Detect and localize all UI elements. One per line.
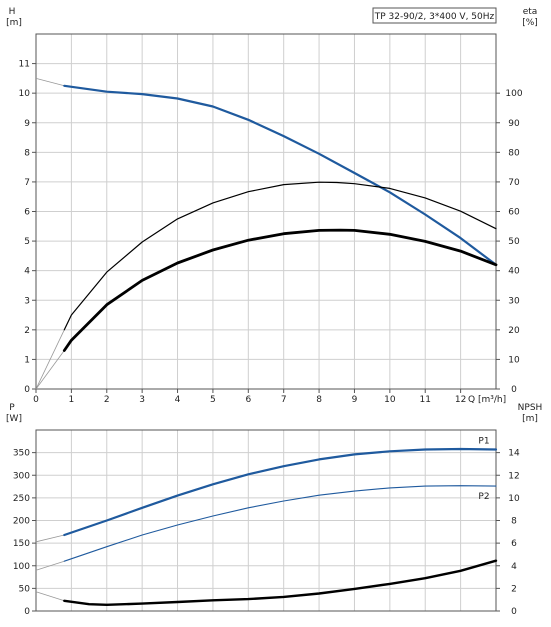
x-tick-label: 3 [139, 395, 145, 405]
x-axis-label: Q [m³/h] [468, 395, 506, 405]
y-left-tick-label: 200 [13, 517, 30, 527]
series-line [63, 447, 498, 537]
series-line [62, 228, 498, 352]
y-left-tick-label: 0 [24, 385, 30, 395]
x-tick-label: 2 [104, 395, 110, 405]
y-right-axis-unit: [m] [522, 414, 538, 424]
y-right-axis-title: NPSH [518, 403, 543, 413]
power-npsh-panel: 0 50 100 150 200 250 300 350 0 2 4 6 8 10 12 14 P[W] NPSH… [6, 403, 542, 617]
series-line [63, 181, 497, 331]
x-tick-label: 1 [69, 395, 75, 405]
y-right-tick-label: 100 [505, 89, 522, 99]
y-left-tick-label: 9 [24, 119, 30, 129]
y-right-tick-label: 80 [508, 148, 520, 158]
x-tick-label: 7 [281, 395, 287, 405]
x-tick-label: 8 [316, 395, 322, 405]
series-extrapolation [35, 350, 65, 390]
series-line [63, 559, 498, 606]
y-left-tick-label: 2 [24, 326, 30, 336]
series-name-label: P2 [478, 492, 489, 502]
x-tick-label: 12 [455, 395, 466, 405]
y-left-tick-label: 11 [19, 60, 30, 70]
y-left-tick-label: 1 [24, 355, 30, 365]
x-tick-label: 6 [245, 395, 251, 405]
y-right-tick-label: 30 [508, 296, 520, 306]
y-right-tick-label: 20 [508, 326, 520, 336]
y-left-tick-label: 350 [13, 449, 30, 459]
series-name-label: P1 [478, 436, 489, 446]
y-left-tick-label: 8 [24, 148, 30, 158]
x-tick-label: 9 [352, 395, 358, 405]
chart-title-box [372, 7, 497, 24]
y-right-tick-label: 12 [508, 471, 519, 481]
series-extrapolation [35, 534, 65, 543]
y-right-axis-title: eta [523, 7, 538, 17]
y-right-tick-label: 10 [508, 355, 520, 365]
y-left-tick-label: 6 [24, 208, 30, 218]
y-left-tick-label: 150 [13, 539, 30, 549]
x-tick-label: 4 [175, 395, 181, 405]
y-left-tick-label: 7 [24, 178, 30, 188]
y-right-tick-label: 50 [508, 237, 520, 247]
y-right-tick-label: 0 [511, 607, 517, 617]
y-right-tick-label: 70 [508, 178, 520, 188]
y-left-axis-unit: [W] [6, 414, 22, 424]
y-right-tick-label: 4 [511, 562, 517, 572]
y-left-tick-label: 4 [24, 267, 30, 277]
y-right-axis-unit: [%] [522, 18, 538, 28]
y-right-tick-label: 10 [508, 494, 520, 504]
series-extrapolation [35, 329, 65, 390]
y-right-tick-label: 2 [511, 584, 517, 594]
series-line [63, 485, 497, 562]
y-left-axis-title: H [9, 7, 16, 17]
chart-title: TP 32-90/2, 3*400 V, 50Hz [374, 12, 495, 22]
series-extrapolation [35, 78, 65, 87]
y-right-tick-label: 6 [511, 539, 517, 549]
y-right-tick-label: 0 [511, 385, 517, 395]
x-tick-label: 0 [33, 395, 39, 405]
y-right-tick-label: 8 [511, 517, 517, 527]
series-line [63, 84, 498, 266]
y-left-tick-label: 5 [24, 237, 30, 247]
series-extrapolation [35, 591, 65, 602]
y-left-tick-label: 250 [13, 494, 30, 504]
y-left-tick-label: 300 [13, 471, 30, 481]
y-left-tick-label: 10 [19, 89, 31, 99]
y-right-tick-label: 90 [508, 119, 520, 129]
y-left-tick-label: 0 [24, 607, 30, 617]
y-left-tick-label: 3 [24, 296, 30, 306]
series-extrapolation [35, 560, 65, 571]
y-left-tick-label: 50 [19, 584, 31, 594]
y-left-axis-unit: [m] [6, 18, 22, 28]
x-tick-label: 11 [420, 395, 431, 405]
x-tick-label: 10 [384, 395, 396, 405]
y-left-tick-label: 100 [13, 562, 30, 572]
y-right-tick-label: 14 [508, 449, 520, 459]
y-right-tick-label: 60 [508, 208, 520, 218]
y-right-tick-label: 40 [508, 267, 520, 277]
x-tick-label: 5 [210, 395, 216, 405]
y-left-axis-title: P [9, 403, 15, 413]
